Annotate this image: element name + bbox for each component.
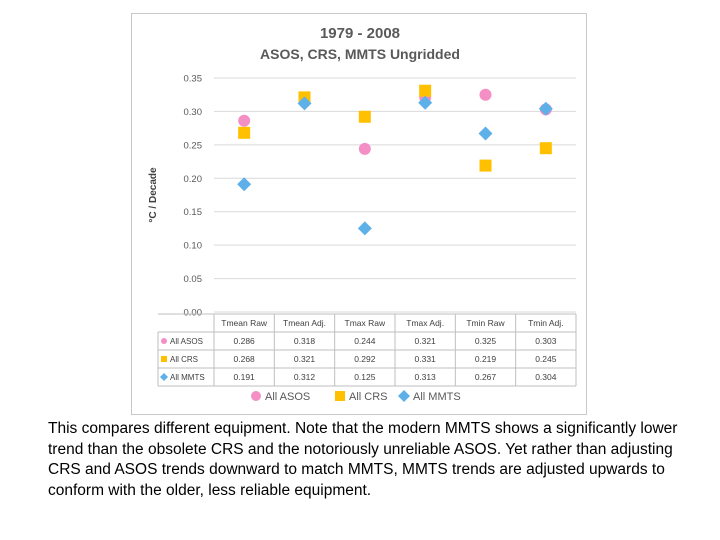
y-tick-label: 0.35 — [184, 74, 203, 85]
chart-frame: 1979 - 2008 ASOS, CRS, MMTS Ungridded 0.35… — [131, 13, 587, 415]
table-cell: 0.321 — [415, 336, 437, 346]
legend-label: All CRS — [349, 391, 388, 403]
table-cell: 0.125 — [354, 372, 376, 382]
data-point-square — [419, 84, 432, 97]
y-tick-label: 0.25 — [184, 140, 203, 151]
chart: 1979 - 2008 ASOS, CRS, MMTS Ungridded 0.35… — [148, 25, 577, 403]
table-cell: 0.313 — [415, 372, 437, 382]
data-point-diamond — [357, 221, 372, 236]
table-cell: 0.318 — [294, 336, 316, 346]
table-row-marker — [161, 356, 167, 362]
table-row-marker — [160, 373, 168, 381]
table-cell: 0.244 — [354, 336, 376, 346]
data-point-circle — [479, 88, 492, 101]
table-row-label: All CRS — [170, 355, 198, 364]
table-column-header: Tmean Adj. — [283, 318, 326, 328]
caption: This compares different equipment. Note … — [48, 420, 678, 499]
y-axis-label: °C / Decade — [148, 167, 159, 223]
data-point-square — [479, 159, 492, 172]
table-column-header: Tmax Raw — [345, 318, 386, 328]
table-column-header: Tmin Adj. — [528, 318, 563, 328]
table-cell: 0.268 — [234, 354, 256, 364]
data-point-square — [238, 126, 251, 139]
y-tick-label: 0.15 — [184, 207, 203, 218]
y-tick-label: 0.20 — [184, 174, 203, 185]
data-point-circle — [238, 114, 251, 127]
data-point-square — [539, 142, 552, 155]
y-tick-label: 0.30 — [184, 107, 203, 118]
table-cell: 0.325 — [475, 336, 497, 346]
y-tick-label: 0.00 — [184, 308, 203, 319]
data-point-square — [358, 110, 371, 123]
data-point-diamond — [538, 101, 553, 116]
y-tick-label: 0.05 — [184, 274, 203, 285]
table-cell: 0.267 — [475, 372, 497, 382]
table-row-marker — [161, 338, 167, 344]
table-row-label: All MMTS — [170, 373, 205, 382]
table-column-header: Tmax Adj. — [406, 318, 444, 328]
data-point-diamond — [478, 126, 493, 141]
table-cell: 0.245 — [535, 354, 557, 364]
table-column-header: Tmin Raw — [466, 318, 505, 328]
table-cell: 0.303 — [535, 336, 557, 346]
table-cell: 0.331 — [415, 354, 437, 364]
chart-subtitle: ASOS, CRS, MMTS Ungridded — [260, 46, 460, 62]
chart-title: 1979 - 2008 — [320, 25, 400, 42]
table-cell: 0.219 — [475, 354, 497, 364]
table-cell: 0.304 — [535, 372, 557, 382]
table-cell: 0.321 — [294, 354, 316, 364]
data-point-circle — [358, 142, 371, 155]
y-tick-label: 0.10 — [184, 241, 203, 252]
table-cell: 0.312 — [294, 372, 316, 382]
data-point-diamond — [418, 95, 433, 110]
table-cell: 0.292 — [354, 354, 376, 364]
table-row-label: All ASOS — [170, 337, 203, 346]
legend-marker — [251, 391, 261, 401]
table-column-header: Tmean Raw — [221, 318, 268, 328]
table-cell: 0.286 — [234, 336, 256, 346]
legend-label: All MMTS — [413, 391, 461, 403]
table-cell: 0.191 — [234, 372, 256, 382]
legend-marker — [398, 390, 410, 402]
data-point-diamond — [237, 177, 252, 192]
legend-marker — [335, 391, 345, 401]
legend-label: All ASOS — [265, 391, 310, 403]
data-point-diamond — [297, 96, 312, 111]
